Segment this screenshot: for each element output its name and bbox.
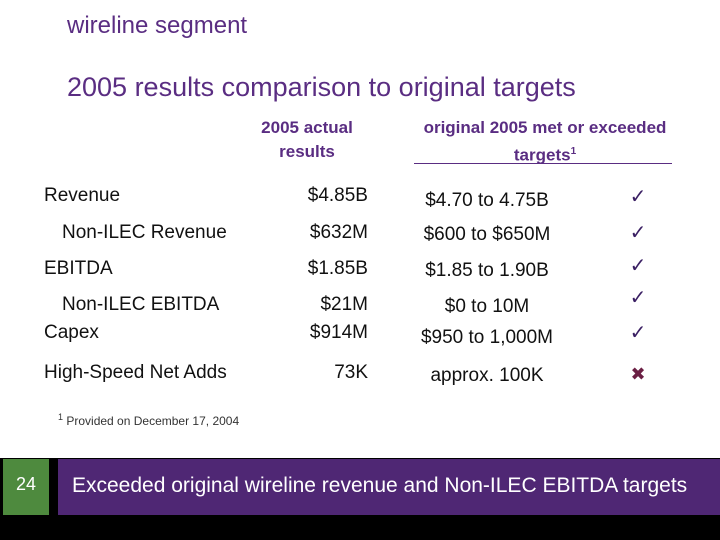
row-actual-non-ilec-ebitda: $21M (320, 294, 368, 315)
column-header-actual-line2: results (279, 142, 335, 161)
row-target-non-ilec-revenue: $600 to $650M (423, 224, 551, 245)
row-label-revenue: Revenue (44, 185, 121, 206)
row-label-ebitda: EBITDA (44, 258, 113, 279)
row-actual-non-ilec-revenue: $632M (309, 222, 368, 243)
row-target-ebitda: $1.85 to 1.90B (425, 260, 549, 281)
footnote-text: Provided on December 17, 2004 (66, 414, 240, 428)
check-icon: ✓ (629, 287, 647, 309)
row-target-high-speed-net-adds: approx. 100K (430, 365, 544, 386)
footnote: 1 Provided on December 17, 2004 (58, 412, 239, 428)
summary-band (58, 459, 720, 515)
cross-icon: ✖ (630, 364, 646, 384)
row-target-non-ilec-ebitda: $0 to 10M (444, 296, 530, 317)
check-icon: ✓ (629, 255, 647, 277)
row-actual-high-speed-net-adds: 73K (334, 362, 368, 383)
footnote-ref: 1 (570, 146, 577, 157)
check-icon: ✓ (629, 222, 647, 244)
check-icon: ✓ (629, 186, 647, 208)
row-actual-capex: $914M (309, 322, 368, 343)
row-target-capex: $950 to 1,000M (420, 327, 554, 348)
slide-title: 2005 results comparison to original targ… (67, 72, 576, 102)
row-target-revenue: $4.70 to 4.75B (425, 190, 549, 211)
column-header-actual: 2005 actual results (237, 116, 377, 164)
column-header-actual-line1: 2005 actual (261, 118, 353, 137)
column-header-target-line1: original 2005 met or exceeded (423, 118, 667, 137)
row-actual-ebitda: $1.85B (307, 258, 368, 279)
check-icon: ✓ (629, 322, 647, 344)
footnote-marker: 1 (58, 412, 64, 422)
row-actual-revenue: $4.85B (307, 185, 368, 206)
row-label-non-ilec-ebitda: Non-ILEC EBITDA (62, 294, 220, 315)
column-header-target-text: targets (513, 145, 571, 165)
section-label: wireline segment (67, 12, 248, 39)
column-header-target-line2: targets1 (410, 140, 680, 168)
row-label-capex: Capex (44, 322, 99, 343)
row-label-high-speed-net-adds: High-Speed Net Adds (44, 362, 227, 383)
header-divider (414, 163, 672, 164)
summary-text: Exceeded original wireline revenue and N… (72, 474, 688, 497)
page-number-box (3, 459, 49, 515)
column-header-target: original 2005 met or exceeded targets1 (410, 116, 680, 168)
row-label-non-ilec-revenue: Non-ILEC Revenue (62, 222, 227, 243)
page-number: 24 (15, 474, 37, 494)
